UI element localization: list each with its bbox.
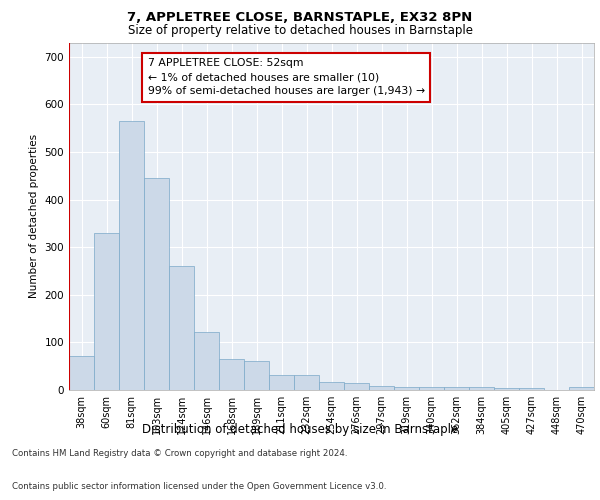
Bar <box>119 121 144 390</box>
Bar <box>244 362 269 390</box>
Bar <box>494 388 519 390</box>
Bar <box>519 388 544 390</box>
Bar <box>569 386 594 390</box>
Text: Contains HM Land Registry data © Crown copyright and database right 2024.: Contains HM Land Registry data © Crown c… <box>12 448 347 458</box>
Text: Distribution of detached houses by size in Barnstaple: Distribution of detached houses by size … <box>142 422 458 436</box>
Bar <box>194 332 219 390</box>
Bar <box>444 386 469 390</box>
Bar <box>419 386 444 390</box>
Bar <box>469 386 494 390</box>
Text: 7 APPLETREE CLOSE: 52sqm
← 1% of detached houses are smaller (10)
99% of semi-de: 7 APPLETREE CLOSE: 52sqm ← 1% of detache… <box>148 58 425 96</box>
Bar <box>269 375 294 390</box>
Bar <box>94 233 119 390</box>
Bar <box>69 356 94 390</box>
Bar <box>369 386 394 390</box>
Bar <box>319 382 344 390</box>
Text: 7, APPLETREE CLOSE, BARNSTAPLE, EX32 8PN: 7, APPLETREE CLOSE, BARNSTAPLE, EX32 8PN <box>127 11 473 24</box>
Text: Contains public sector information licensed under the Open Government Licence v3: Contains public sector information licen… <box>12 482 386 491</box>
Bar <box>144 178 169 390</box>
Bar <box>344 384 369 390</box>
Bar <box>169 266 194 390</box>
Y-axis label: Number of detached properties: Number of detached properties <box>29 134 39 298</box>
Text: Size of property relative to detached houses in Barnstaple: Size of property relative to detached ho… <box>128 24 473 37</box>
Bar <box>294 375 319 390</box>
Bar <box>219 359 244 390</box>
Bar <box>394 386 419 390</box>
